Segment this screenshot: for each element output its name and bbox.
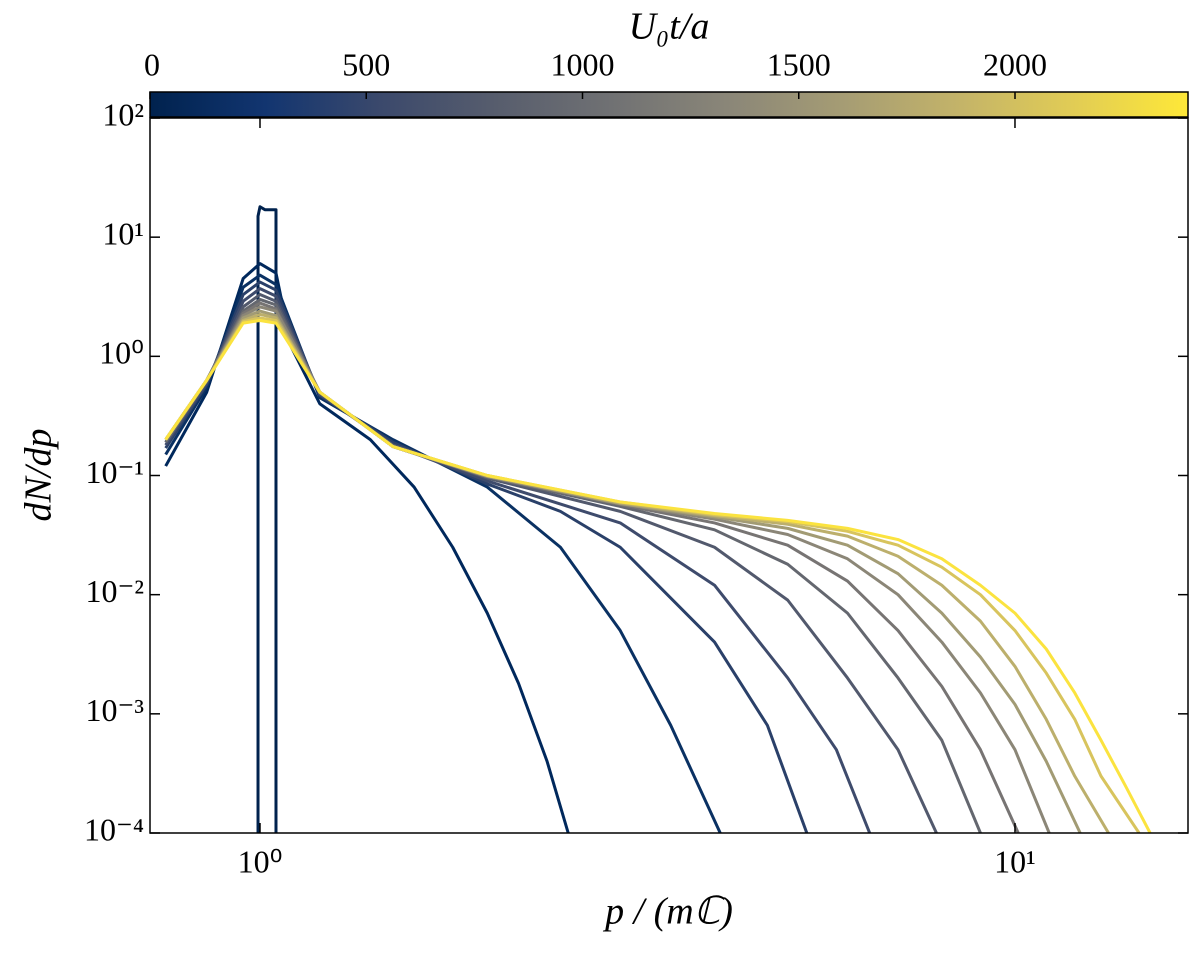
plot-frame: [149, 117, 1189, 834]
colorbar-tick-label: 0: [144, 46, 160, 82]
y-axis-label: dN/dp: [18, 429, 60, 522]
data-line: [164, 273, 722, 833]
y-tick-label: 10⁻²: [86, 573, 144, 609]
colorbar-tick-label: 2000: [983, 46, 1047, 82]
x-tick-label: 10⁰: [238, 843, 283, 879]
data-line: [164, 309, 1082, 833]
colorbar-tick-label: 1000: [551, 46, 615, 82]
colorbar-tick-label: 500: [342, 46, 390, 82]
data-line: [164, 312, 1110, 833]
y-tick-label: 10⁻³: [86, 692, 144, 728]
data-line: [164, 318, 1152, 833]
y-tick-label: 10⁻⁴: [84, 811, 144, 847]
x-axis-label: p / (mℂ): [602, 891, 733, 933]
colorbar-tick-label: 1500: [767, 46, 831, 82]
colorbar-label: U₀t/a: [629, 6, 710, 48]
plot-area: [164, 205, 1152, 833]
data-line: [164, 262, 570, 833]
x-tick-label: 10¹: [994, 843, 1036, 879]
colorbar: [149, 91, 1189, 118]
data-line: [164, 280, 809, 833]
data-line: [164, 287, 872, 833]
y-tick-label: 10⁰: [99, 335, 144, 371]
y-tick-label: 10⁻¹: [86, 454, 144, 490]
y-tick-label: 10²: [102, 96, 144, 132]
data-line: [164, 316, 1141, 833]
y-tick-label: 10¹: [102, 216, 144, 252]
